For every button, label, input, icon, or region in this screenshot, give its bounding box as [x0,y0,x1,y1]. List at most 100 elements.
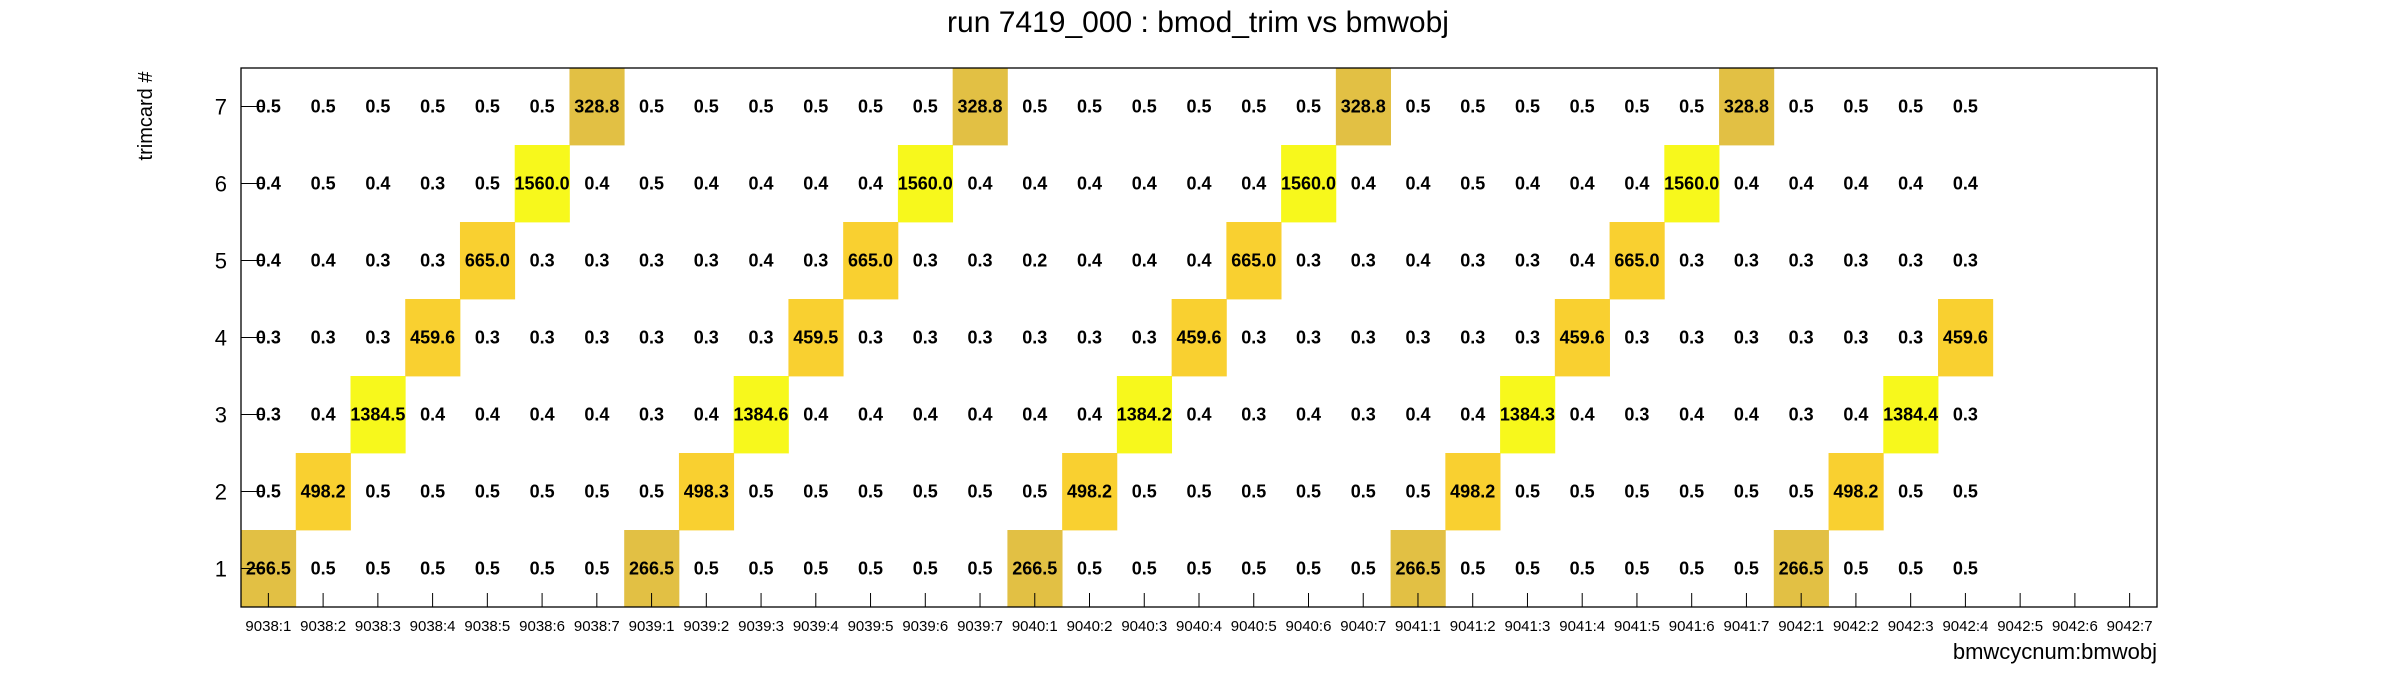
cell-value-label: 0.5 [530,482,555,502]
heatmap-cell [514,145,570,223]
cell-value-label: 0.5 [1186,97,1211,117]
cell-value-label: 0.4 [1296,405,1321,425]
cell-value-label: 0.5 [1515,97,1540,117]
cell-value-label: 0.4 [475,405,500,425]
cell-value-label: 0.3 [1241,328,1266,348]
cell-value-label: 0.5 [420,559,445,579]
cell-value-label: 0.4 [913,405,938,425]
heatmap-cell [1062,453,1118,531]
x-tick-label: 9040:5 [1231,618,1277,635]
cell-value-label: 0.4 [1515,174,1540,194]
cell-value-label: 498.2 [1833,482,1878,502]
cell-value-label: 0.5 [1679,559,1704,579]
cell-value-label: 0.5 [420,97,445,117]
cell-value-label: 0.3 [639,328,664,348]
cell-value-label: 0.5 [639,174,664,194]
cell-value-label: 0.4 [694,405,719,425]
heatmap-cell [405,299,461,377]
x-tick-label: 9039:3 [738,618,784,635]
cell-value-label: 0.4 [584,405,609,425]
cell-value-label: 0.5 [1460,559,1485,579]
y-tick-label: 7 [215,95,227,120]
heatmap-cell [843,222,899,300]
cell-value-label: 0.5 [1953,559,1978,579]
cell-value-label: 0.3 [1789,328,1814,348]
cell-value-label: 498.3 [684,482,729,502]
cell-value-label: 0.5 [256,97,281,117]
heatmap-cell [733,376,789,454]
cell-value-label: 0.3 [1624,405,1649,425]
cell-value-label: 266.5 [246,559,291,579]
cell-value-label: 0.3 [1515,251,1540,271]
cell-value-label: 0.3 [694,328,719,348]
cell-value-label: 0.4 [749,251,774,271]
cell-value-label: 0.3 [1351,328,1376,348]
cell-value-label: 0.3 [475,328,500,348]
x-tick-label: 9040:4 [1176,618,1222,635]
x-tick-label: 9039:5 [848,618,894,635]
x-ticks-layer: 9038:1 9038:2 9038:3 9038:4 9038:5 9038:6 9038… [245,593,2153,635]
cell-value-label: 0.5 [1898,482,1923,502]
cell-value-label: 0.4 [1679,405,1704,425]
cell-value-label: 0.3 [639,405,664,425]
x-tick-label: 9039:1 [629,618,675,635]
cell-value-label: 0.5 [1077,97,1102,117]
cell-value-label: 0.5 [858,559,883,579]
cell-value-label: 0.5 [584,482,609,502]
cell-value-label: 0.5 [1460,97,1485,117]
cell-value-label: 0.5 [1405,482,1430,502]
x-tick-label: 9038:5 [464,618,510,635]
cell-value-label: 0.5 [1624,97,1649,117]
heatmap-cell [1609,222,1665,300]
cell-value-label: 0.4 [1405,174,1430,194]
cell-value-label: 0.4 [1132,174,1157,194]
cell-value-label: 0.4 [1570,174,1595,194]
heatmap-cell [1828,453,1884,531]
x-tick-label: 9042:1 [1778,618,1824,635]
cell-value-label: 328.8 [574,97,619,117]
y-tick-label: 2 [215,480,227,505]
cell-value-label: 459.6 [410,328,455,348]
cell-value-label: 0.5 [1296,559,1321,579]
cell-value-label: 0.3 [1789,251,1814,271]
heatmap-cell [1226,222,1282,300]
cell-value-label: 0.3 [1679,251,1704,271]
cell-value-label: 0.3 [1351,405,1376,425]
heatmap-cell [459,222,516,300]
cell-value-label: 0.3 [639,251,664,271]
cell-value-label: 0.5 [1241,97,1266,117]
x-tick-label: 9042:3 [1888,618,1934,635]
cell-value-label: 0.3 [1241,405,1266,425]
cell-value-label: 0.3 [1296,251,1321,271]
cell-value-label: 0.5 [803,97,828,117]
x-tick-label: 9040:6 [1286,618,1332,635]
cell-value-label: 0.5 [694,559,719,579]
cell-value-label: 0.3 [1624,328,1649,348]
cell-value-label: 0.3 [968,328,993,348]
cell-value-label: 0.5 [584,559,609,579]
chart-title: run 7419_000 : bmod_trim vs bmwobj [947,6,1449,39]
cells-layer [241,68,1994,608]
cell-value-label: 0.3 [1843,328,1868,348]
cell-value-label: 266.5 [1012,559,1057,579]
cell-value-label: 0.4 [1843,174,1868,194]
heatmap-cell [295,453,351,531]
cell-value-label: 665.0 [1614,251,1659,271]
heatmap-cell [1171,299,1227,377]
heatmap-cell [952,68,1008,146]
cell-value-label: 0.4 [803,174,828,194]
heatmap-cell [1116,376,1173,454]
cell-value-label: 0.4 [1405,251,1430,271]
cell-value-label: 0.3 [365,328,390,348]
cell-value-label: 266.5 [1779,559,1824,579]
cell-value-label: 665.0 [465,251,510,271]
cell-value-label: 0.5 [1186,559,1211,579]
cell-value-label: 0.5 [1624,559,1649,579]
cell-value-label: 0.5 [1515,559,1540,579]
cell-value-label: 0.4 [365,174,390,194]
cell-value-label: 0.5 [1241,559,1266,579]
cell-value-label: 0.3 [1405,328,1430,348]
x-tick-label: 9040:1 [1012,618,1058,635]
cell-value-label: 0.4 [694,174,719,194]
x-tick-label: 9041:7 [1723,618,1769,635]
